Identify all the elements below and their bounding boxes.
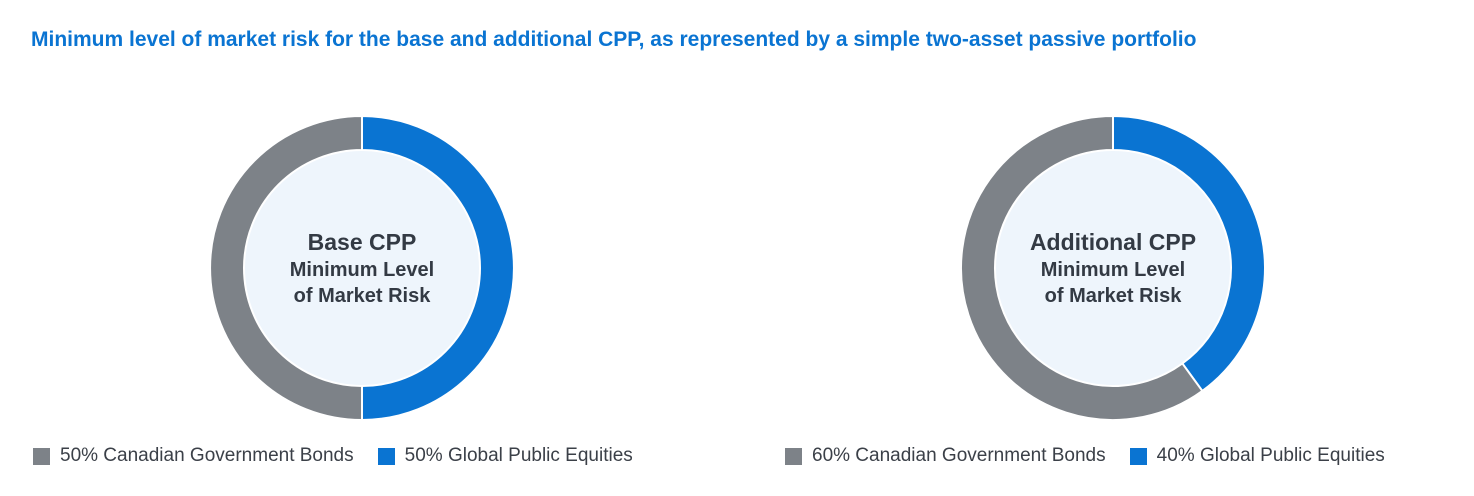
donut-center [996, 151, 1230, 385]
base-cpp-center-label: Base CPP Minimum Level of Market Risk [207, 113, 517, 423]
bonds-swatch [33, 447, 50, 465]
chart-title: Minimum level of market risk for the bas… [31, 28, 1197, 51]
bonds-slice [209, 114, 363, 422]
legend-label-bonds: 60% Canadian Government Bonds [812, 445, 1106, 466]
equities-swatch [1129, 447, 1147, 465]
legend-label-equities: 50% Global Public Equities [404, 445, 633, 466]
legend-label-bonds: 50% Canadian Government Bonds [60, 445, 354, 466]
legend-label-equities: 40% Global Public Equities [1156, 445, 1385, 466]
legend-item-equities: 40% Global Public Equities [1129, 445, 1385, 467]
equities-slice [1112, 114, 1266, 393]
legend-item-bonds: 60% Canadian Government Bonds [785, 445, 1106, 467]
bonds-swatch [785, 447, 802, 465]
base-cpp-donut-svg [209, 114, 515, 422]
donut-center [245, 151, 479, 385]
base-cpp-center-line3: of Market Risk [293, 285, 431, 307]
additional-cpp-donut-chart: Additional CPP Minimum Level of Market R… [958, 113, 1268, 423]
bonds-slice [960, 114, 1204, 421]
base-cpp-center-line2: Minimum Level [289, 259, 435, 281]
additional-cpp-center-label: Additional CPP Minimum Level of Market R… [958, 113, 1268, 423]
base-cpp-donut-chart: Base CPP Minimum Level of Market Risk [207, 113, 517, 423]
legend-item-equities: 50% Global Public Equities [377, 445, 633, 467]
base-cpp-center-title: Base CPP [307, 229, 417, 255]
additional-cpp-legend: 60% Canadian Government Bonds 40% Global… [785, 445, 1409, 467]
legend-item-bonds: 50% Canadian Government Bonds [33, 445, 354, 467]
additional-cpp-center-title: Additional CPP [1029, 229, 1197, 255]
additional-cpp-center-line2: Minimum Level [1040, 259, 1186, 281]
equities-slice [361, 114, 515, 422]
base-cpp-legend: 50% Canadian Government Bonds 50% Global… [33, 445, 657, 467]
additional-cpp-center-line3: of Market Risk [1044, 285, 1182, 307]
additional-cpp-donut-svg [960, 114, 1266, 421]
equities-swatch [377, 447, 395, 465]
